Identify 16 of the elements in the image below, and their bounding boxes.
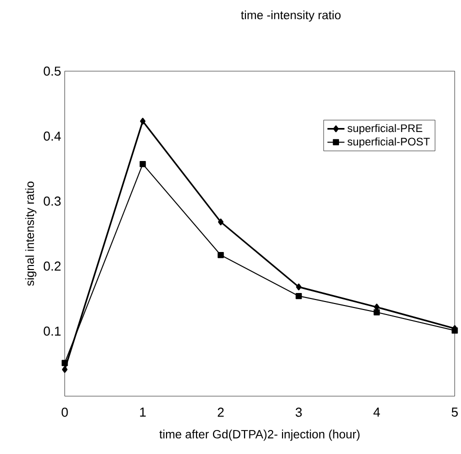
legend-label: superficial-PRE: [348, 124, 422, 134]
legend-label: superficial-POST: [348, 137, 430, 148]
y-tick-label: 0.2: [44, 262, 61, 271]
y-tick-label: 0.5: [44, 66, 61, 76]
x-tick-label: 3: [296, 408, 302, 417]
x-tick-label: 1: [140, 408, 146, 417]
y-axis-title: signal intensity ratio: [25, 182, 36, 286]
y-tick-label: 0.4: [44, 132, 61, 141]
chart-title: time -intensity ratio: [240, 10, 341, 22]
y-tick-label: 0.1: [44, 326, 61, 336]
x-tick-label: 0: [62, 408, 68, 417]
x-axis-title: time after Gd(DTPA)2- injection (hour): [159, 430, 360, 441]
y-tick-label: 0.3: [44, 196, 61, 206]
x-tick-label: 2: [218, 408, 224, 417]
x-tick-label: 5: [452, 408, 458, 417]
x-tick-label: 4: [373, 408, 380, 417]
